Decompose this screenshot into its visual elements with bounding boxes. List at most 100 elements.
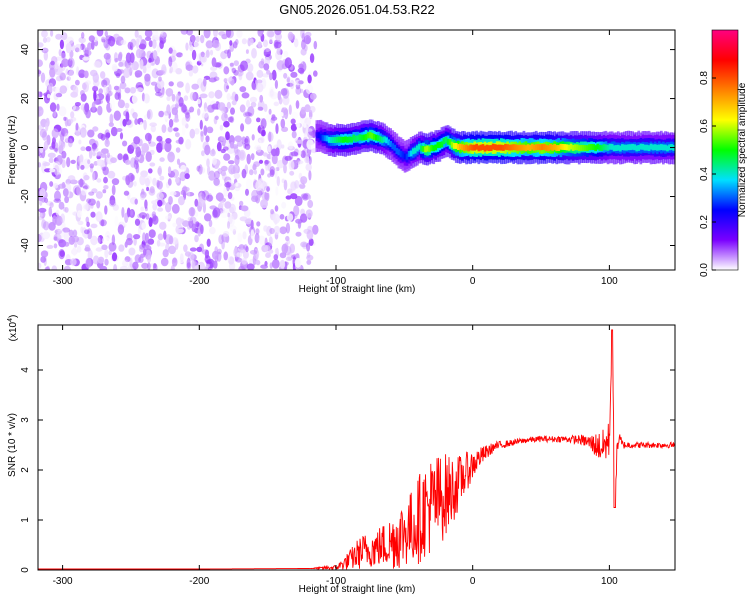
noise-speckle: [87, 129, 95, 138]
noise-speckle: [67, 58, 73, 68]
noise-speckle: [145, 151, 152, 162]
noise-speckle: [65, 36, 74, 45]
noise-speckle: [253, 169, 257, 175]
ridge-cell: [438, 142, 442, 148]
noise-speckle: [181, 52, 190, 61]
ridge-cell: [668, 144, 671, 151]
noise-speckle: [135, 146, 141, 158]
noise-speckle: [234, 154, 240, 166]
noise-speckle: [200, 224, 204, 235]
noise-speckle: [249, 249, 258, 255]
noise-speckle: [258, 190, 262, 198]
noise-speckle: [105, 95, 109, 102]
noise-speckle: [286, 78, 290, 83]
noise-speckle: [167, 126, 173, 133]
noise-speckle: [181, 186, 190, 192]
noise-speckle: [241, 38, 247, 45]
noise-speckle: [189, 44, 194, 52]
noise-speckle: [82, 56, 90, 61]
y-tick-label: 0: [20, 567, 31, 573]
noise-speckle: [84, 244, 91, 252]
ridge-cell: [565, 144, 569, 151]
noise-speckle: [291, 111, 299, 120]
noise-speckle: [238, 265, 245, 270]
noise-speckle: [201, 249, 210, 255]
noise-speckle: [210, 66, 218, 71]
noise-speckle: [208, 219, 213, 228]
x-tick-label: -100: [326, 576, 346, 587]
noise-speckle: [243, 142, 247, 149]
ridge-cell: [340, 136, 343, 143]
ridge-cell: [539, 144, 542, 151]
noise-speckle: [202, 108, 209, 118]
noise-speckle: [151, 39, 157, 49]
ridge-cell: [635, 145, 639, 152]
noise-speckle: [78, 37, 86, 44]
colorbar-tick-label: 0.0: [699, 263, 710, 277]
noise-speckle: [55, 92, 63, 98]
noise-speckle: [263, 103, 268, 113]
ridge-cell: [586, 145, 589, 152]
noise-speckle: [72, 247, 77, 256]
noise-speckle: [184, 173, 190, 180]
ridge-cell: [473, 144, 477, 151]
ridge-cell: [366, 132, 370, 139]
noise-speckle: [41, 219, 47, 229]
ridge-cell: [532, 144, 536, 151]
ridge-cell: [407, 151, 411, 157]
noise-speckle: [212, 39, 220, 49]
noise-speckle: [64, 196, 69, 204]
ridge-cell: [465, 144, 468, 151]
ridge-cell: [485, 144, 489, 151]
noise-speckle: [58, 49, 62, 57]
noise-speckle: [39, 128, 47, 138]
noise-speckle: [79, 127, 87, 138]
ridge-cell: [590, 144, 593, 150]
noise-speckle: [76, 245, 82, 253]
noise-speckle: [70, 159, 76, 164]
noise-speckle: [269, 166, 276, 176]
noise-speckle: [142, 232, 146, 243]
noise-speckle: [103, 52, 111, 60]
noise-speckle: [209, 128, 213, 133]
ridge-cell: [563, 144, 567, 150]
noise-speckle: [205, 259, 212, 265]
ridge-cell: [352, 134, 356, 141]
noise-speckle: [259, 94, 264, 103]
noise-speckle: [100, 219, 105, 227]
noise-speckle: [135, 48, 142, 59]
noise-speckle: [100, 153, 107, 158]
noise-speckle: [144, 199, 148, 209]
noise-speckle: [49, 202, 54, 208]
noise-speckle: [179, 253, 184, 262]
noise-speckle: [166, 95, 171, 102]
noise-speckle: [46, 201, 54, 206]
noise-speckle: [256, 145, 262, 153]
noise-speckle: [112, 204, 120, 211]
noise-speckle: [82, 202, 89, 212]
ridge-cell: [393, 144, 397, 151]
noise-speckle: [135, 163, 140, 174]
noise-speckle: [72, 185, 80, 195]
noise-speckle: [246, 153, 251, 165]
noise-speckle: [212, 209, 218, 218]
noise-speckle: [124, 241, 128, 248]
noise-speckle: [91, 101, 96, 112]
noise-speckle: [150, 125, 156, 133]
ridge-cell: [643, 144, 647, 151]
noise-speckle: [300, 150, 306, 159]
noise-speckle: [223, 66, 230, 75]
noise-speckle: [139, 59, 144, 70]
noise-speckle: [53, 198, 62, 203]
noise-speckle: [133, 234, 141, 240]
noise-speckle: [245, 246, 249, 253]
noise-speckle: [84, 184, 90, 190]
noise-speckle: [191, 223, 197, 232]
noise-speckle: [249, 169, 254, 176]
noise-speckle: [254, 233, 260, 244]
noise-speckle: [159, 157, 165, 162]
noise-speckle: [92, 255, 100, 265]
ridge-cell: [418, 143, 421, 150]
noise-speckle: [150, 263, 154, 268]
noise-speckle: [104, 30, 109, 37]
